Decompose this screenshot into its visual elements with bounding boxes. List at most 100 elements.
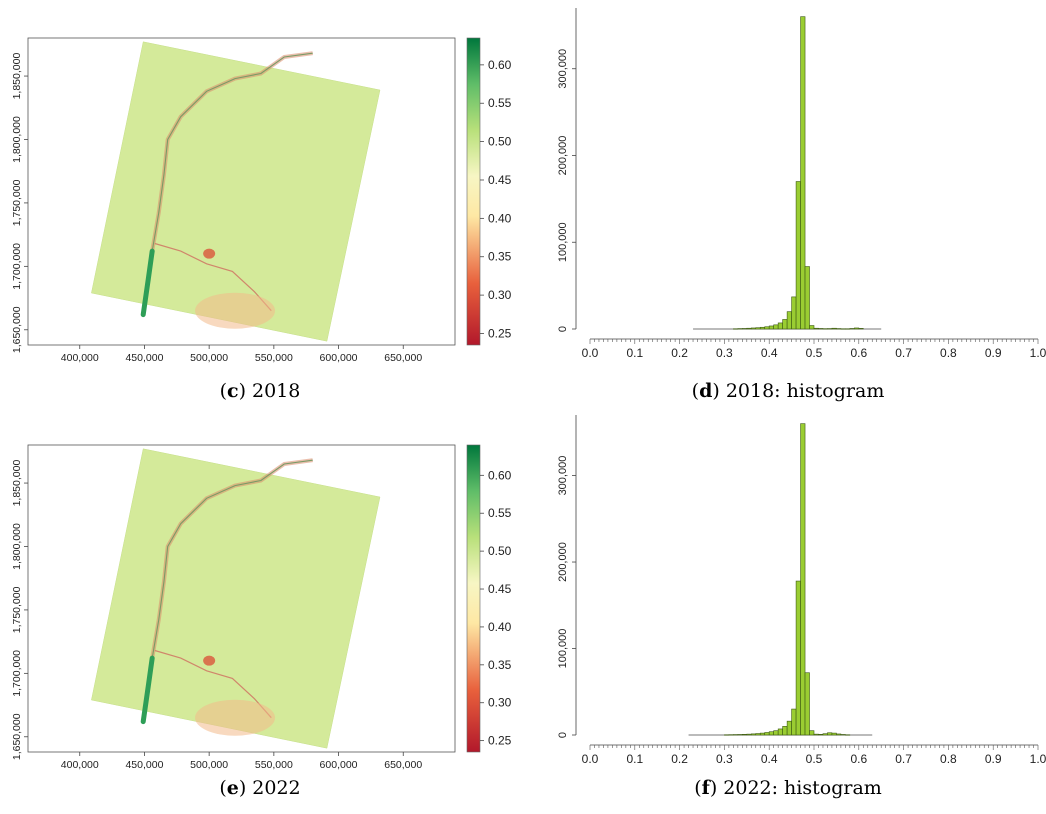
histogram-bar [827,732,833,736]
histogram-bar [858,328,864,330]
colorbar-tick-label: 0.25 [488,734,512,748]
x-tick-label: 550,000 [255,759,293,771]
y-tick-label: 1,650,000 [11,713,23,760]
scene-footprint [91,41,381,342]
histogram-bar [782,319,788,330]
y-tick-label: 1,800,000 [11,523,23,570]
histogram-bar [800,16,806,330]
colorbar-tick-label: 0.55 [488,506,512,520]
x-tick-label: 0.8 [940,346,957,360]
y-tick-label: 300,000 [557,49,569,89]
y-tick-label: 1,800,000 [11,116,23,163]
x-tick-label: 0.5 [806,346,823,360]
caption-map-2018: (c) 2018 [219,380,301,402]
histogram-bar [836,328,842,330]
y-tick-label: 100,000 [557,222,569,262]
colorbar-tick-label: 0.50 [488,135,512,149]
histogram-bar [746,327,752,330]
x-tick-label: 0.5 [806,752,823,766]
x-tick-label: 0.2 [671,752,688,766]
histogram-bar [746,733,752,736]
caption-text: 2022 [252,777,301,799]
histogram-bar [840,734,846,736]
colorbar [466,444,481,753]
map-2018-svg: 400,000 450,000 500,000 550,000 600,000 650,0… [11,37,512,364]
histogram-2022-svg: 0.0 0.1 0.2 0.3 0.4 0.5 0.6 0.7 0.8 0.9 1.0 0 100,00… [557,415,1046,766]
histogram-bar [813,733,819,736]
x-tick-label: 0.4 [761,752,778,766]
y-tick-label: 1,850,000 [11,460,23,507]
y-tick-label: 0 [557,326,569,332]
caption-histogram-2018: (d) 2018: histogram [691,380,885,402]
caption-histogram-2022: (f) 2022: histogram [694,777,882,799]
x-tick-label: 0.2 [671,346,688,360]
histogram-bar [791,708,797,736]
histogram-bar [813,327,819,330]
x-tick-label: 550,000 [255,352,293,364]
colorbar-tick-label: 0.45 [488,582,512,596]
histogram-bar [822,328,828,330]
x-tick-label: 0.9 [985,752,1002,766]
caption-map-2022: (e) 2022 [219,777,301,799]
tributary-line [154,649,272,719]
histogram-bar [737,734,743,736]
histogram-bar [804,672,810,736]
caption-text: 2022: histogram [723,777,882,799]
histogram-bar [845,734,851,736]
y-tick-label: 1,700,000 [11,650,23,697]
histogram-bar [750,733,757,736]
y-tick-label: 1,850,000 [11,53,23,100]
x-tick-label: 0.1 [626,346,643,360]
colorbar-tick-label: 0.30 [488,696,512,710]
colorbar-tick-label: 0.30 [488,288,512,302]
y-tick-label: 0 [557,732,569,738]
colorbar-tick-label: 0.40 [488,211,512,225]
x-tick-label: 500,000 [190,352,228,364]
histogram-bar [742,734,748,736]
histogram-bar [733,328,739,330]
caption-letter: e [226,777,239,799]
x-tick-label: 1.0 [1030,752,1046,766]
x-tick-label: 650,000 [384,759,422,771]
histogram-bar [724,734,730,736]
histogram-bar [742,328,748,330]
histogram-bar [764,732,770,736]
histogram-bar [840,328,846,330]
histogram-bar [809,325,815,330]
histogram-bar [809,730,815,736]
histogram-bar [728,734,734,736]
histogram-bar [831,732,837,736]
histogram-bar [804,266,810,330]
histogram-panel-2022: 0.0 0.1 0.2 0.3 0.4 0.5 0.6 0.7 0.8 0.9 1.0 0 100,00… [530,407,1046,814]
colorbar-tick-label: 0.55 [488,96,512,110]
histogram-panel-2018: 0.0 0.1 0.2 0.3 0.4 0.5 0.6 0.7 0.8 0.9 1.0 0 100,00… [530,0,1046,410]
colorbar [466,37,481,346]
caption-letter: c [227,380,239,402]
histogram-bar [773,730,779,736]
colorbar-tick-label: 0.25 [488,326,512,340]
histogram-bar [786,720,792,736]
histogram-bar [777,322,783,330]
y-tick-label: 100,000 [557,629,569,669]
histogram-bar [755,327,761,330]
x-tick-label: 0.7 [895,752,912,766]
x-tick-label: 0.1 [626,752,643,766]
reservoir [140,248,155,318]
x-tick-label: 0.0 [582,752,599,766]
degraded-area [195,699,276,736]
histogram-bar [822,733,828,736]
histogram-bar [764,326,770,330]
y-tick-label: 1,750,000 [11,586,23,633]
x-tick-label: 0.3 [716,346,733,360]
histogram-bar [733,734,739,736]
x-tick-label: 400,000 [61,759,99,771]
x-tick-label: 500,000 [190,759,228,771]
x-tick-label: 1.0 [1030,346,1046,360]
x-tick-label: 0.4 [761,346,778,360]
colorbar-tick-label: 0.45 [488,173,512,187]
reservoir [140,655,155,725]
x-tick-label: 450,000 [125,352,163,364]
caption-letter: f [701,777,710,799]
histogram-bar [854,327,860,330]
histogram-bar [831,327,837,330]
